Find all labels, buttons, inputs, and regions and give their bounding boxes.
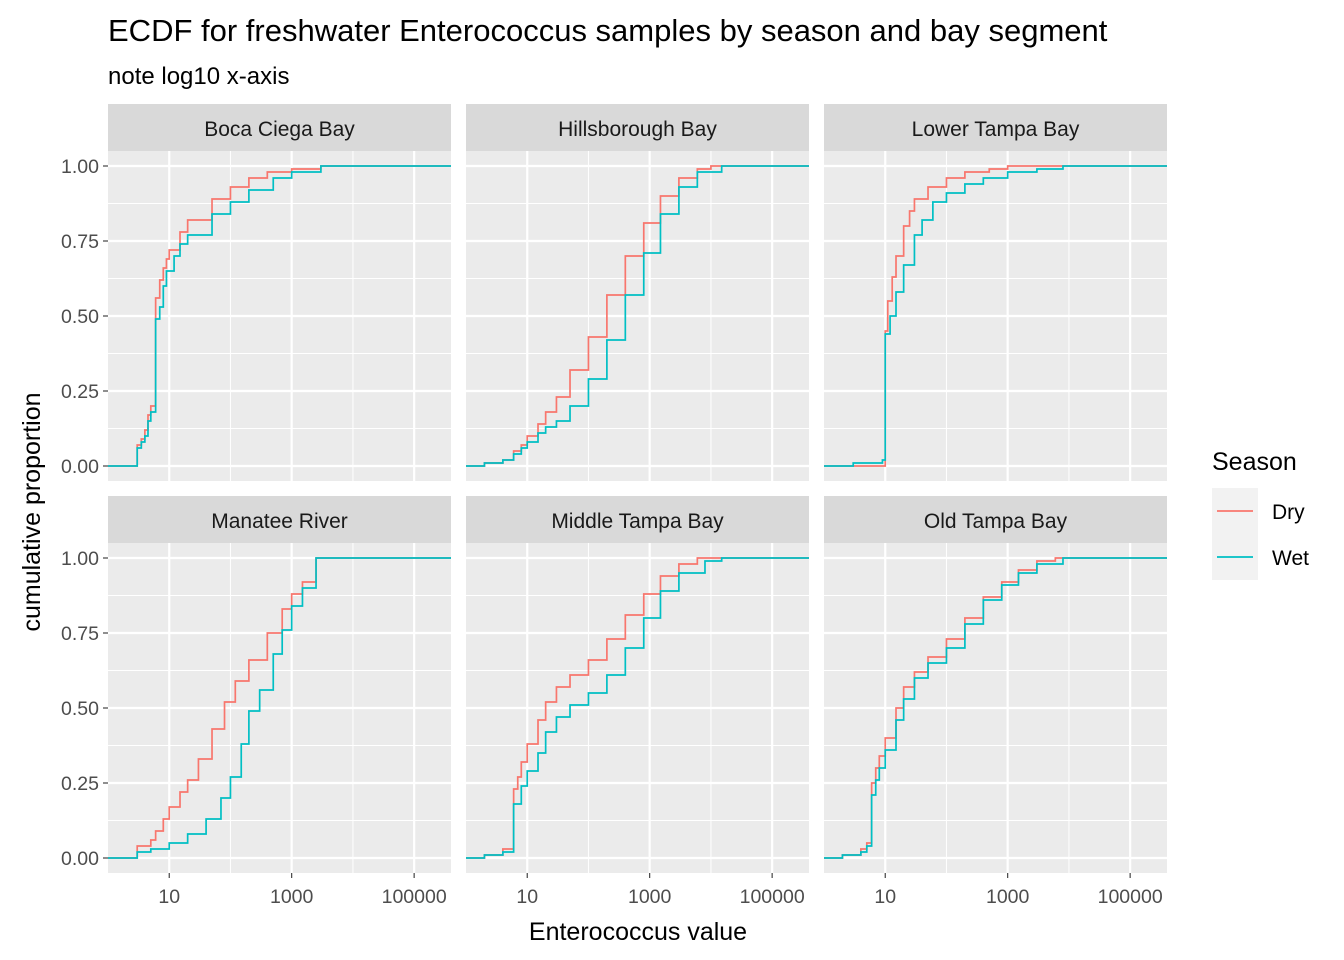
panel-boca-ciega-bay: Boca Ciega Bay — [108, 104, 451, 481]
legend-items: Dry Wet — [1212, 488, 1309, 580]
panel-manatee-river: Manatee River — [108, 496, 451, 873]
legend-item-wet: Wet — [1212, 534, 1309, 580]
y-tick-label: 0.75 — [61, 623, 99, 645]
chart-subtitle: note log10 x-axis — [108, 63, 289, 90]
x-axis-col-1: 10 1000 100000 — [158, 873, 447, 908]
series-line-dry — [824, 557, 1167, 859]
series-line-wet — [466, 557, 809, 859]
x-axis-col-3: 10 1000 100000 — [874, 873, 1163, 908]
facet-strip-label: Middle Tampa Bay — [551, 510, 724, 533]
legend-title: Season — [1212, 448, 1297, 476]
series-line-wet — [824, 165, 1167, 467]
facet-panels: Boca Ciega Bay Hillsborough Bay Lower Tamp… — [108, 104, 1167, 873]
x-tick-label: 10 — [516, 886, 538, 908]
x-axis-title: Enterococcus value — [529, 918, 747, 946]
series-line-wet — [108, 165, 451, 467]
x-tick-label: 1000 — [986, 886, 1030, 908]
y-tick-label: 0.00 — [61, 456, 99, 478]
series-line-wet — [108, 557, 451, 859]
y-tick-label: 0.25 — [61, 381, 99, 403]
y-tick-label: 1.00 — [61, 548, 99, 570]
x-tick-label: 10 — [158, 886, 180, 908]
legend-item-dry: Dry — [1212, 488, 1305, 534]
facet-strip-label: Boca Ciega Bay — [204, 118, 355, 141]
facet-strip — [466, 104, 809, 151]
facet-strip-label: Old Tampa Bay — [924, 510, 1068, 533]
y-tick-label: 0.50 — [61, 306, 99, 328]
series-line-wet — [824, 557, 1167, 859]
y-axis-row-1: 0.00 0.25 0.50 0.75 1.00 — [61, 156, 108, 478]
facet-strip — [824, 496, 1167, 543]
x-tick-label: 100000 — [740, 886, 805, 908]
facet-strip — [108, 104, 451, 151]
x-tick-label: 10 — [874, 886, 896, 908]
x-tick-label: 100000 — [1098, 886, 1163, 908]
facet-strip — [108, 496, 451, 543]
y-axis-title: cumulative proportion — [18, 392, 46, 631]
series-line-wet — [466, 165, 809, 467]
x-tick-label: 1000 — [270, 886, 314, 908]
series-line-dry — [108, 165, 451, 467]
x-axis-col-2: 10 1000 100000 — [516, 873, 805, 908]
facet-strip-label: Manatee River — [211, 510, 348, 533]
panel-middle-tampa-bay: Middle Tampa Bay — [466, 496, 809, 873]
x-tick-label: 100000 — [382, 886, 447, 908]
facet-strip — [824, 104, 1167, 151]
y-tick-label: 0.25 — [61, 773, 99, 795]
y-tick-label: 0.00 — [61, 848, 99, 870]
y-axis-row-2: 0.00 0.25 0.50 0.75 1.00 — [61, 548, 108, 870]
legend-label: Wet — [1272, 547, 1309, 570]
y-tick-label: 0.50 — [61, 698, 99, 720]
chart-title: ECDF for freshwater Enterococcus samples… — [108, 13, 1108, 48]
panel-old-tampa-bay: Old Tampa Bay — [824, 496, 1167, 873]
panel-hillsborough-bay: Hillsborough Bay — [466, 104, 809, 481]
legend-label: Dry — [1272, 501, 1305, 524]
facet-strip-label: Lower Tampa Bay — [912, 118, 1080, 141]
series-line-dry — [824, 165, 1167, 467]
panel-lower-tampa-bay: Lower Tampa Bay — [824, 104, 1167, 481]
facet-strip-label: Hillsborough Bay — [558, 118, 717, 141]
y-tick-label: 1.00 — [61, 156, 99, 178]
x-tick-label: 1000 — [628, 886, 672, 908]
y-tick-label: 0.75 — [61, 231, 99, 253]
x-axes: 10 1000 100000 10 1000 100000 10 1000 100000 — [158, 873, 1163, 908]
y-axes: 0.00 0.25 0.50 0.75 1.00 0.00 0.25 0.50 0.75 1.00 — [61, 156, 108, 870]
facet-strip — [466, 496, 809, 543]
legend: Season Dry Wet — [1212, 448, 1309, 580]
